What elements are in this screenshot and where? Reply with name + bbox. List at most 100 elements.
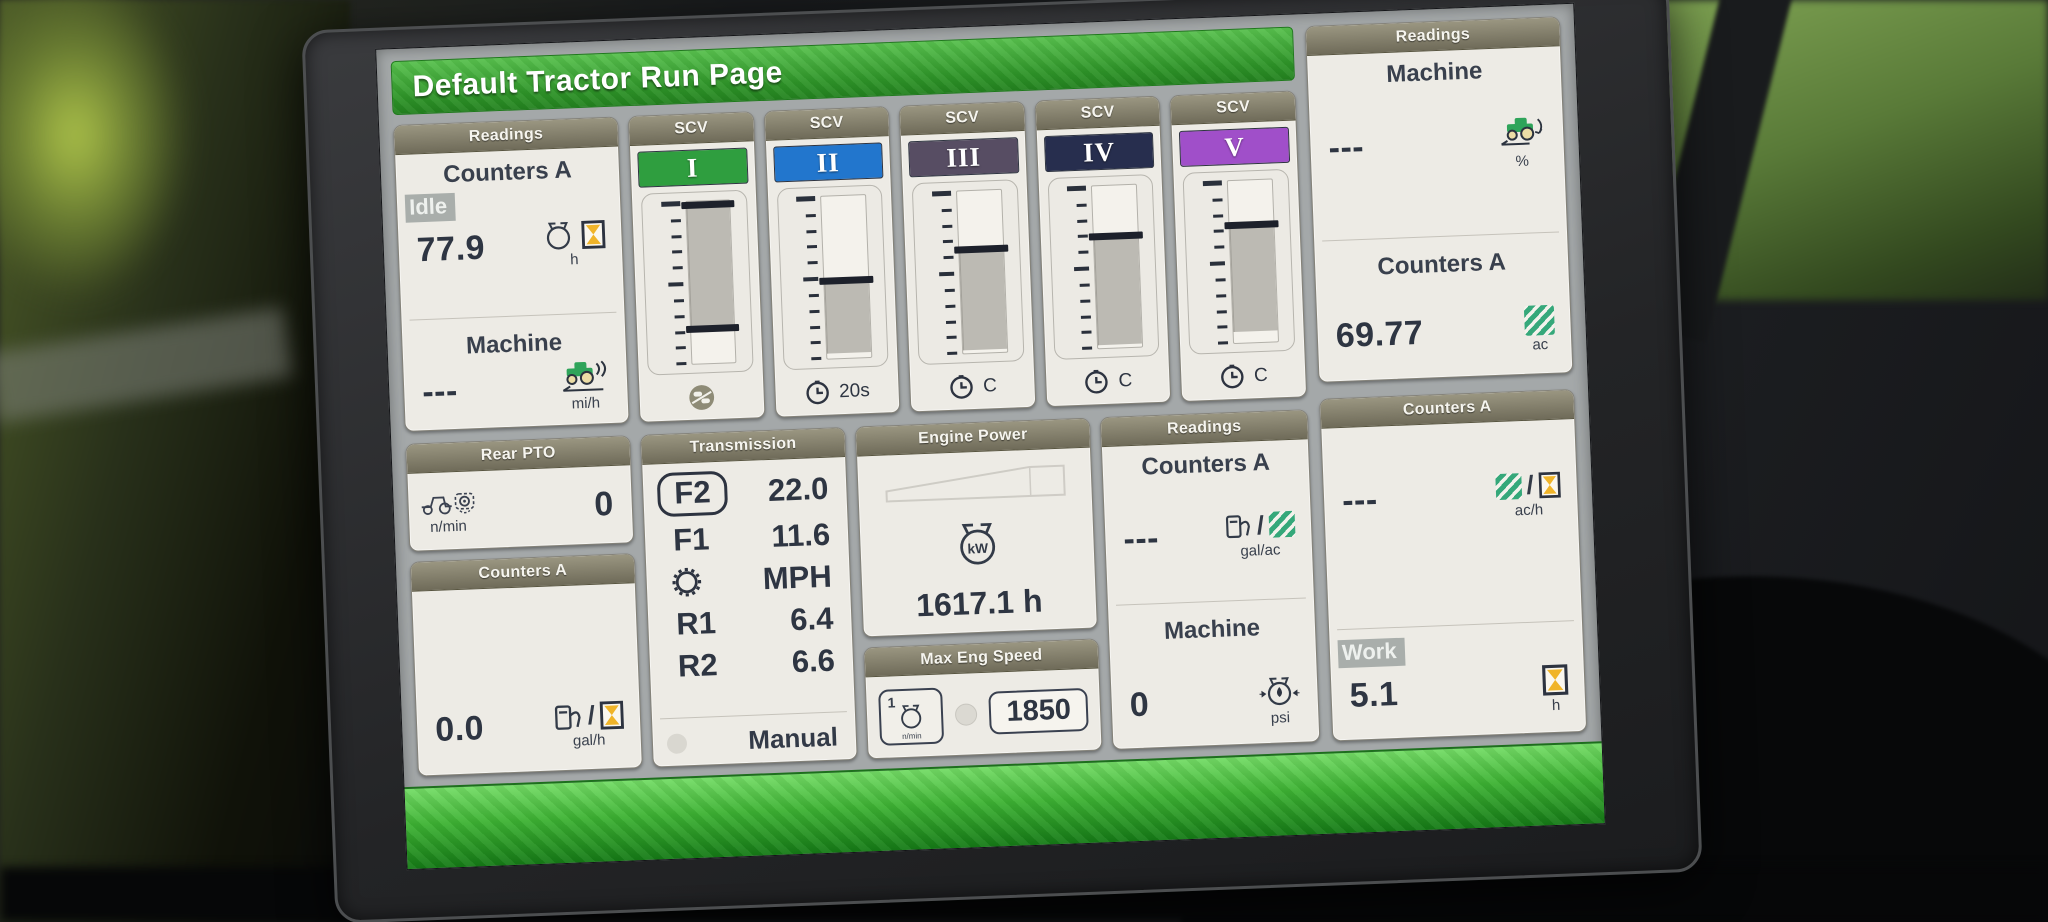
gear-r2: R2: [677, 647, 719, 684]
oil-pressure-icon: [1259, 677, 1300, 706]
fuel-rate-value: 0.0: [434, 709, 485, 749]
area-hatch-icon: [1268, 511, 1296, 539]
scv-slider[interactable]: [640, 189, 754, 376]
panel-max-eng-speed[interactable]: Max Eng Speed 1 n/mi: [863, 638, 1103, 760]
current-gear-f2: F2: [656, 470, 729, 518]
scv-column-1[interactable]: SCV I: [627, 111, 766, 424]
panel-readings-bottom[interactable]: Readings Counters A ---: [1099, 409, 1321, 750]
radar-speed-tractor-icon: [562, 360, 607, 392]
gear-f1: F1: [672, 521, 711, 558]
slider-fill: [685, 203, 735, 329]
area-hatch-icon: [1523, 304, 1555, 336]
panel-transmission[interactable]: Transmission F2 22.0 F1 11.6: [640, 427, 858, 768]
work-tag: Work: [1337, 637, 1406, 669]
fuel-pump-icon: [1225, 515, 1250, 539]
hourglass-icon: [1538, 471, 1561, 499]
scv-slider[interactable]: [1047, 174, 1160, 361]
unit-label: n/min: [429, 517, 468, 536]
panel-readings-machine[interactable]: Readings Machine ---: [1304, 16, 1574, 383]
scv-column-2[interactable]: SCV II: [763, 106, 901, 418]
slider-marker: [685, 323, 740, 333]
gear-cog-icon: [672, 568, 702, 597]
gear-speed-value: 11.6: [770, 516, 831, 555]
slider-ticks: [648, 201, 691, 366]
panel-readings-counters[interactable]: Readings Counters A Idle 77.9: [393, 116, 630, 433]
gear-speed-value: 22.0: [767, 470, 829, 509]
panel-rear-pto[interactable]: Rear PTO: [405, 435, 635, 553]
panel-counters-work[interactable]: Counters A --- /: [1319, 388, 1588, 742]
slider-fill: [824, 279, 872, 354]
kw-label: kW: [967, 540, 988, 556]
run-page-screen: Default Tractor Run Page Readings Counte…: [375, 2, 1606, 871]
unit-label: h: [569, 251, 579, 269]
eng-speed-preset-button[interactable]: 1 n/min: [878, 686, 945, 746]
timer-clock-icon: [805, 380, 829, 405]
engine-power-gauge: [884, 464, 1066, 503]
timer-clock-icon: [949, 375, 973, 399]
slider-bar: [1089, 183, 1144, 350]
scv-numeral: I: [686, 151, 699, 183]
scv-timer-label: 20s: [838, 380, 871, 403]
scv-slider[interactable]: [911, 179, 1025, 366]
unit-label: gal/ac: [1240, 541, 1281, 560]
panel-header: SCV: [899, 101, 1025, 136]
engine-icon: [901, 704, 922, 728]
scv-badge: II: [772, 142, 884, 183]
scv-column-3[interactable]: SCV III: [898, 100, 1037, 413]
scv-badge: III: [908, 137, 1020, 178]
panel-header: SCV: [1170, 91, 1296, 126]
slider-bar: [680, 199, 740, 366]
oil-pressure-value: 0: [1129, 686, 1151, 725]
work-hours-value: 5.1: [1348, 675, 1400, 716]
gear-r1: R1: [675, 605, 717, 642]
shift-mode-label: Manual: [747, 721, 839, 755]
gear-speed-value: 6.6: [791, 642, 836, 680]
scv-timer-label: C: [1253, 364, 1269, 387]
slider-ticks: [919, 190, 962, 356]
idle-tag: Idle: [404, 192, 456, 223]
scv-column-5[interactable]: SCV V: [1169, 90, 1308, 403]
scv-timer-label: C: [982, 375, 998, 397]
ground-speed-value: ---: [421, 371, 459, 411]
unit-label: psi: [1270, 709, 1291, 727]
speed-unit-label: MPH: [762, 558, 833, 597]
unit-label: ac: [1532, 335, 1549, 354]
fuel-pump-icon: [554, 704, 581, 730]
slider-bar: [1224, 178, 1279, 345]
scv-slider[interactable]: [1182, 168, 1296, 355]
panel-header: SCV: [764, 107, 890, 141]
panel-header: SCV: [628, 112, 754, 147]
hourglass-icon: [1542, 664, 1569, 696]
unit-label: %: [1515, 152, 1530, 170]
unit-label: h: [1551, 696, 1561, 715]
slider-bar: [953, 188, 1008, 355]
rear-pto-icon: [421, 492, 475, 515]
scv-badge: I: [637, 147, 749, 188]
slider-fill: [959, 248, 1007, 351]
foliage-glow: [0, 0, 190, 300]
unit-label: ac/h: [1514, 501, 1544, 520]
max-eng-speed-value[interactable]: 1850: [988, 687, 1089, 735]
scv-timer-label: C: [1118, 370, 1133, 392]
area-hatch-icon: [1495, 472, 1522, 500]
page-title: Default Tractor Run Page: [411, 56, 784, 104]
wheel-slip-tractor-icon: [1501, 117, 1543, 146]
engine-icon: [546, 221, 571, 250]
hourglass-icon: [581, 220, 606, 250]
scv-slider[interactable]: [776, 184, 889, 371]
engine-kw-icon: kW: [959, 522, 995, 565]
timer-clock-icon: [1220, 364, 1244, 389]
panel-engine-power[interactable]: Engine Power: [854, 417, 1098, 638]
wheel-slip-value: ---: [1327, 128, 1365, 168]
slider-bar: [819, 194, 874, 360]
preset-digit: 1: [887, 693, 896, 711]
fuel-per-area-value: ---: [1122, 518, 1160, 559]
scv-numeral: II: [816, 146, 841, 178]
section-title: Counters A: [442, 156, 573, 189]
rear-pto-value: 0: [593, 485, 615, 524]
panel-counters-fuel[interactable]: Counters A 0.0: [409, 553, 643, 777]
shift-mode-indicator: [666, 732, 688, 754]
scv-numeral: IV: [1082, 135, 1116, 168]
scv-column-4[interactable]: SCV IV: [1034, 95, 1172, 408]
gear-speed-value: 6.4: [789, 600, 834, 638]
